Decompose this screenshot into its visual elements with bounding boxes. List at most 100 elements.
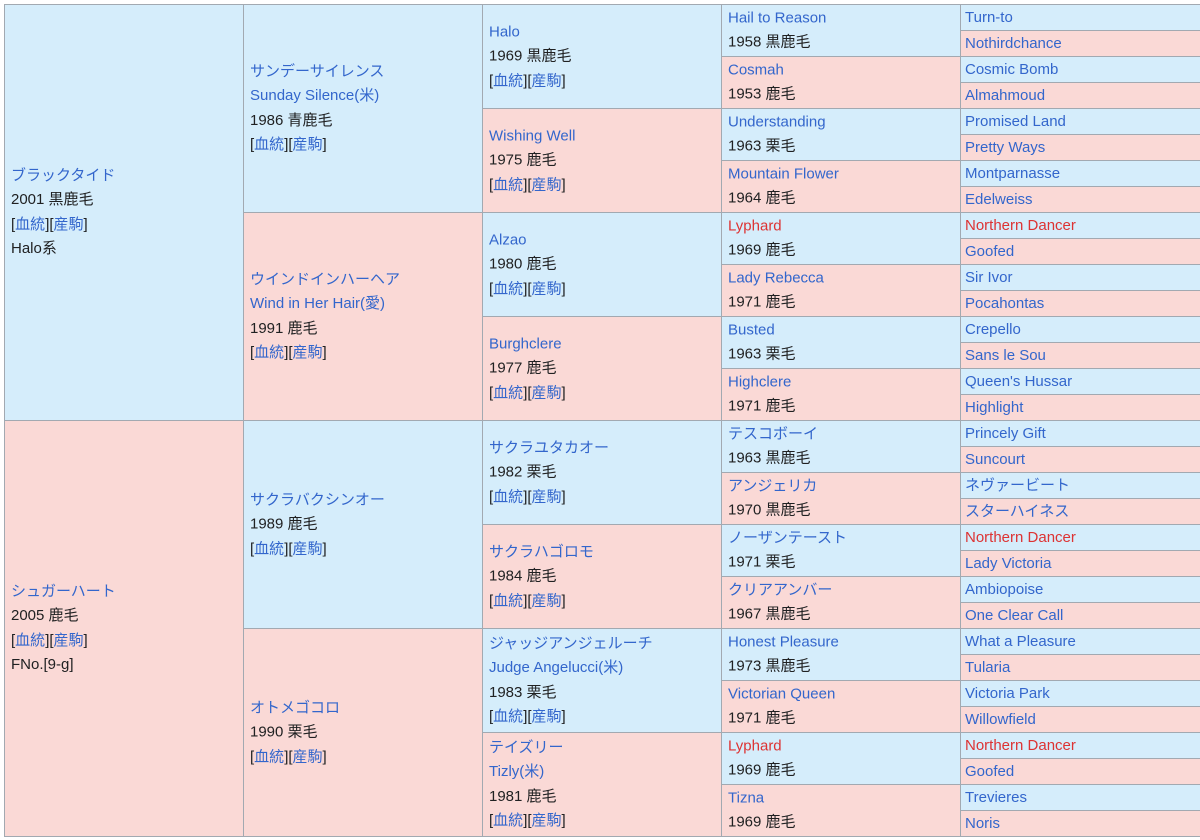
horse-name-link[interactable]: Promised Land xyxy=(965,112,1066,130)
horse-name-link[interactable]: Burghclere xyxy=(489,334,562,352)
offspring-link[interactable]: 産駒 xyxy=(531,487,562,505)
horse-name-link[interactable]: Honest Pleasure xyxy=(728,633,839,650)
offspring-link[interactable]: 産駒 xyxy=(531,279,562,297)
horse-name-link[interactable]: Ambiopoise xyxy=(965,580,1044,598)
horse-name-link[interactable]: Tularia xyxy=(965,658,1011,676)
pedigree-link[interactable]: 血統 xyxy=(254,344,285,361)
horse-foreign-name-link[interactable]: Sunday Silence(米) xyxy=(250,87,380,104)
horse-foreign-name-link[interactable]: Wind in Her Hair(愛) xyxy=(250,295,386,312)
offspring-link[interactable]: 産駒 xyxy=(531,812,562,829)
horse-name-link[interactable]: Highclere xyxy=(728,373,792,390)
horse-name-link[interactable]: Edelweiss xyxy=(965,190,1033,208)
offspring-link[interactable]: 産駒 xyxy=(53,631,84,649)
horse-name-link[interactable]: Northern Dancer xyxy=(965,736,1076,754)
pedigree-link[interactable]: 血統 xyxy=(493,175,524,193)
horse-name-link[interactable]: Sans le Sou xyxy=(965,346,1046,364)
horse-name-link[interactable]: ウインドインハーヘア xyxy=(250,270,401,288)
horse-name-link[interactable]: テイズリー xyxy=(489,738,564,756)
horse-name-link[interactable]: Nothirdchance xyxy=(965,34,1062,52)
horse-name-link[interactable]: Northern Dancer xyxy=(965,528,1076,546)
horse-name-link[interactable]: シュガーハート xyxy=(11,582,116,600)
bracket-open: [ xyxy=(489,708,494,725)
horse-name-link[interactable]: サンデーサイレンス xyxy=(250,62,385,80)
horse-name-link[interactable]: ネヴァービート xyxy=(965,476,1071,494)
horse-name-link[interactable]: Goofed xyxy=(965,242,1015,260)
horse-name-link[interactable]: Princely Gift xyxy=(965,424,1046,442)
horse-name-link[interactable]: Victorian Queen xyxy=(728,685,836,702)
horse-name-link[interactable]: Lyphard xyxy=(728,737,782,754)
horse-foreign-name-link[interactable]: Tizly(米) xyxy=(489,763,545,780)
horse-name-link[interactable]: Pocahontas xyxy=(965,294,1045,312)
horse-name-link[interactable]: Alzao xyxy=(489,230,527,248)
offspring-link[interactable]: 産駒 xyxy=(292,539,323,557)
horse-name-link[interactable]: アンジェリカ xyxy=(728,477,818,494)
horse-name-link[interactable]: スターハイネス xyxy=(965,502,1070,520)
offspring-link[interactable]: 産駒 xyxy=(292,344,323,361)
horse-name-link[interactable]: テスコボーイ xyxy=(728,425,819,442)
offspring-link[interactable]: 産駒 xyxy=(531,71,562,89)
horse-name-link[interactable]: クリアアンバー xyxy=(728,581,833,598)
horse-name-link[interactable]: サクラユタカオー xyxy=(489,438,610,456)
pedigree-link[interactable]: 血統 xyxy=(493,279,524,297)
offspring-link[interactable]: 産駒 xyxy=(531,591,562,609)
horse-name-link[interactable]: サクラバクシンオー xyxy=(250,490,385,508)
horse-name-link[interactable]: Lyphard xyxy=(728,217,782,234)
offspring-link[interactable]: 産駒 xyxy=(531,175,562,193)
offspring-link[interactable]: 産駒 xyxy=(292,136,323,153)
pedigree-link[interactable]: 血統 xyxy=(15,215,46,233)
pedigree-link[interactable]: 血統 xyxy=(254,539,285,557)
pedigree-link[interactable]: 血統 xyxy=(493,591,524,609)
horse-name-link[interactable]: Montparnasse xyxy=(965,164,1061,182)
pedigree-link[interactable]: 血統 xyxy=(493,812,524,829)
offspring-link[interactable]: 産駒 xyxy=(531,708,562,725)
offspring-link[interactable]: 産駒 xyxy=(53,215,84,233)
horse-name-link[interactable]: Tizna xyxy=(728,789,765,806)
horse-name-link[interactable]: One Clear Call xyxy=(965,606,1064,624)
pedigree-link[interactable]: 血統 xyxy=(493,71,524,89)
pedigree-link[interactable]: 血統 xyxy=(493,708,524,725)
horse-name-link[interactable]: Queen's Hussar xyxy=(965,372,1073,390)
horse-name-link[interactable]: Goofed xyxy=(965,762,1015,780)
pedigree-link[interactable]: 血統 xyxy=(15,631,46,649)
horse-name-link[interactable]: Turn-to xyxy=(965,8,1013,26)
horse-name-link[interactable]: Sir Ivor xyxy=(965,268,1013,286)
horse-name-link[interactable]: ジャッジアンジェルーチ xyxy=(489,634,653,652)
horse-name-link[interactable]: Trevieres xyxy=(965,788,1027,806)
pedigree-link[interactable]: 血統 xyxy=(493,487,524,505)
horse-info: Nothirdchance xyxy=(965,31,1198,56)
horse-name-link[interactable]: Hail to Reason xyxy=(728,9,827,26)
bracket-open: [ xyxy=(489,591,494,609)
horse-name-link[interactable]: Suncourt xyxy=(965,450,1026,468)
horse-name-link[interactable]: ノーザンテースト xyxy=(728,529,847,546)
horse-name-link[interactable]: Crepello xyxy=(965,320,1021,338)
pedigree-link[interactable]: 血統 xyxy=(254,136,285,153)
pedigree-link[interactable]: 血統 xyxy=(493,383,524,401)
horse-name-link[interactable]: Victoria Park xyxy=(965,684,1050,702)
horse-name-link[interactable]: Cosmic Bomb xyxy=(965,60,1059,78)
horse-name-link[interactable]: Lady Victoria xyxy=(965,554,1052,572)
horse-name-link[interactable]: ブラックタイド xyxy=(11,166,116,184)
horse-foreign-name-link[interactable]: Judge Angelucci(米) xyxy=(489,659,624,676)
horse-name-link[interactable]: Willowfield xyxy=(965,710,1036,728)
horse-name-link[interactable]: Cosmah xyxy=(728,61,784,78)
horse-name-link[interactable]: Lady Rebecca xyxy=(728,269,824,286)
bracket-sep: ][ xyxy=(284,747,293,765)
pedigree-link[interactable]: 血統 xyxy=(254,747,285,765)
offspring-link[interactable]: 産駒 xyxy=(531,383,562,401)
horse-cell: サクラバクシンオー 1989 鹿毛 [血統][産駒] xyxy=(243,420,484,629)
horse-info: Victorian Queen 1971 鹿毛 xyxy=(728,682,959,731)
horse-name-link[interactable]: Wishing Well xyxy=(489,126,576,144)
horse-name-link[interactable]: Noris xyxy=(965,814,1001,832)
horse-name-link[interactable]: Pretty Ways xyxy=(965,138,1046,156)
horse-name-link[interactable]: Highlight xyxy=(965,398,1024,416)
horse-name-link[interactable]: What a Pleasure xyxy=(965,632,1076,650)
horse-name-link[interactable]: Halo xyxy=(489,22,520,40)
horse-name-link[interactable]: Understanding xyxy=(728,113,826,130)
horse-name-link[interactable]: サクラハゴロモ xyxy=(489,542,594,560)
horse-name-link[interactable]: Northern Dancer xyxy=(965,216,1076,234)
offspring-link[interactable]: 産駒 xyxy=(292,747,323,765)
horse-name-link[interactable]: オトメゴコロ xyxy=(250,698,341,716)
horse-name-link[interactable]: Mountain Flower xyxy=(728,165,839,182)
horse-name-link[interactable]: Busted xyxy=(728,321,775,338)
horse-name-link[interactable]: Almahmoud xyxy=(965,86,1046,104)
